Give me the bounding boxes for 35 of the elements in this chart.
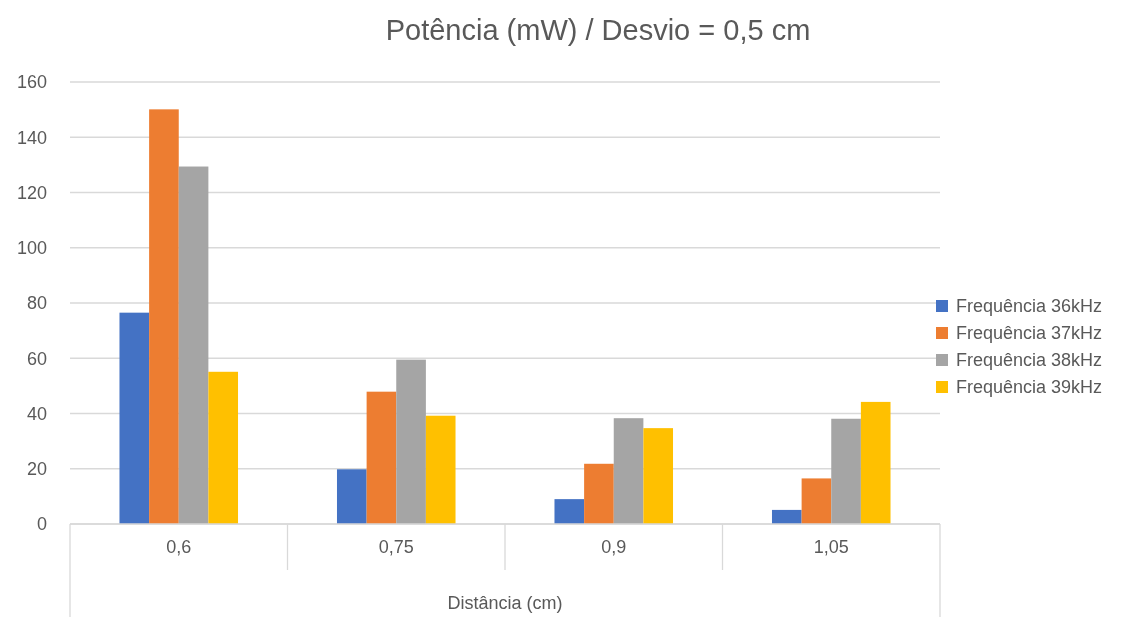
y-tick-label: 120 bbox=[16, 182, 47, 203]
y-tick-label: 40 bbox=[26, 403, 47, 424]
bar bbox=[396, 359, 426, 524]
legend-label: Frequência 38kHz bbox=[956, 350, 1103, 371]
legend-label: Frequência 36kHz bbox=[956, 296, 1103, 317]
bar bbox=[860, 401, 891, 524]
y-tick-label: 60 bbox=[26, 348, 47, 369]
bar bbox=[613, 418, 644, 524]
x-tick-label: 0,75 bbox=[378, 537, 414, 557]
bar bbox=[119, 312, 150, 524]
x-axis-title: Distância (cm) bbox=[447, 593, 563, 613]
y-tick-label: 160 bbox=[16, 72, 47, 93]
x-tick-label: 0,9 bbox=[601, 537, 627, 557]
bar bbox=[801, 478, 832, 524]
chart-title: Potência (mW) / Desvio = 0,5 cm bbox=[385, 14, 811, 46]
y-tick-label: 80 bbox=[26, 293, 47, 314]
bar bbox=[771, 509, 802, 524]
bar bbox=[336, 469, 367, 524]
y-tick-label: 140 bbox=[16, 127, 47, 148]
x-tick-label: 1,05 bbox=[813, 537, 849, 557]
bar bbox=[178, 166, 209, 524]
x-tick-label: 0,6 bbox=[166, 537, 192, 557]
bar bbox=[584, 463, 614, 524]
y-tick-label: 100 bbox=[16, 238, 47, 259]
bar bbox=[554, 499, 585, 524]
bar bbox=[366, 391, 397, 524]
bar bbox=[149, 109, 179, 524]
bar bbox=[643, 428, 674, 524]
legend-label: Frequência 37kHz bbox=[956, 323, 1103, 344]
y-tick-label: 0 bbox=[36, 514, 47, 535]
bar bbox=[831, 418, 861, 524]
bar bbox=[425, 415, 456, 524]
bar bbox=[208, 371, 239, 524]
legend-label: Frequência 39kHz bbox=[956, 377, 1103, 398]
y-tick-label: 20 bbox=[26, 459, 47, 480]
